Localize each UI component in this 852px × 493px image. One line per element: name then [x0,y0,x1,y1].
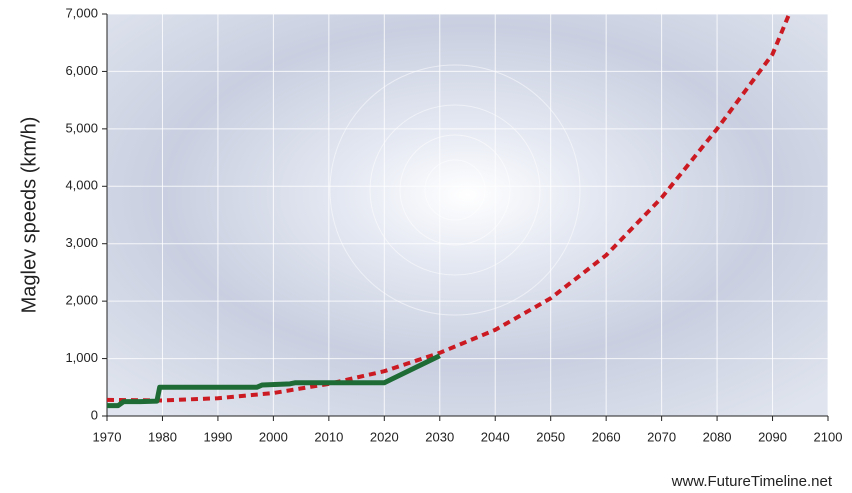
y-axis-label: Maglev speeds (km/h) [18,117,40,314]
x-tick-label: 2100 [814,429,843,444]
y-tick-label: 2,000 [65,293,98,308]
x-tick-label: 2020 [370,429,399,444]
x-tick-label: 2050 [536,429,565,444]
footer: www.FutureTimeline.net [671,473,833,490]
y-tick-label: 3,000 [65,235,98,250]
x-tick-label: 2070 [647,429,676,444]
x-tick-label: 2090 [758,429,787,444]
line-series [107,353,441,409]
x-tick-label: 1970 [93,429,122,444]
x-tick-label: 2000 [259,429,288,444]
x-tick-label: 1980 [148,429,177,444]
y-tick-label: 6,000 [65,63,98,78]
x-tick-label: 2080 [703,429,732,444]
y-tick-label: 1,000 [65,350,98,365]
x-tick-label: 2030 [425,429,454,444]
x-tick-label: 2060 [592,429,621,444]
y-tick-label: 5,000 [65,120,98,135]
y-tick-label: 0 [91,407,98,422]
plot-background [107,14,828,416]
y-tick-label: 7,000 [65,5,98,20]
tunnel-rings [329,64,581,316]
x-tick-label: 1990 [203,429,232,444]
y-tick-label: 4,000 [65,178,98,193]
x-tick-label: 2040 [481,429,510,444]
line-series [106,13,792,403]
x-tick-label: 2010 [314,429,343,444]
